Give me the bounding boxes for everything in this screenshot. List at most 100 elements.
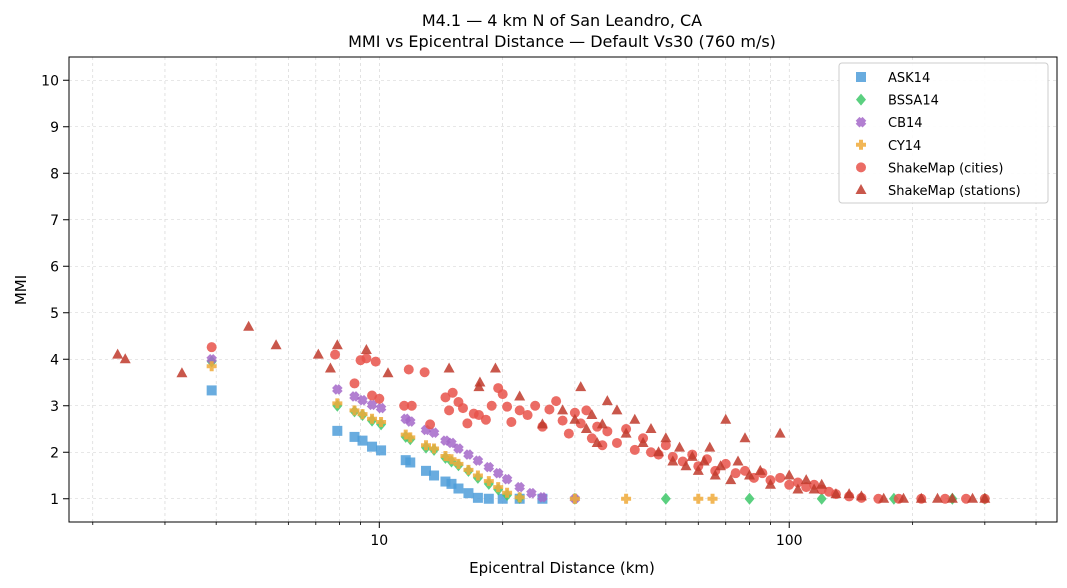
y-axis-label: MMI <box>12 275 30 305</box>
data-point <box>472 455 484 466</box>
data-point <box>660 492 671 505</box>
data-point <box>979 492 991 503</box>
data-point <box>744 469 756 480</box>
data-point <box>349 431 360 442</box>
data-point <box>557 404 569 415</box>
data-point <box>855 490 867 501</box>
data-point <box>536 418 548 429</box>
data-point <box>693 493 704 504</box>
data-point <box>730 468 741 479</box>
data-point <box>621 493 632 504</box>
data-point <box>946 492 958 503</box>
data-point <box>501 473 513 485</box>
data-point <box>483 461 495 473</box>
y-tick-label: 6 <box>50 259 59 275</box>
data-point <box>680 460 692 471</box>
data-point <box>332 384 343 395</box>
data-point <box>332 425 343 436</box>
data-point <box>816 492 827 505</box>
data-point <box>429 443 440 454</box>
data-point <box>447 387 458 398</box>
data-point <box>569 407 580 418</box>
data-point <box>808 483 820 494</box>
legend-frame <box>838 62 1049 204</box>
legend-label: CY14 <box>888 139 921 154</box>
legend-marker <box>856 139 866 150</box>
data-point <box>357 394 368 406</box>
data-point <box>967 492 979 503</box>
data-point <box>667 455 679 466</box>
data-point <box>375 402 387 414</box>
legend-marker <box>855 116 867 128</box>
data-point <box>206 342 217 353</box>
data-point <box>463 449 474 460</box>
data-point <box>324 362 336 373</box>
data-point <box>206 385 217 396</box>
legend-marker <box>856 162 866 173</box>
data-point <box>489 362 501 373</box>
data-point <box>739 432 751 443</box>
data-point <box>764 478 776 489</box>
data-point <box>744 492 755 505</box>
data-point <box>601 395 613 406</box>
data-point <box>637 436 649 447</box>
data-point <box>176 367 188 378</box>
data-point <box>367 441 378 452</box>
data-point <box>784 479 795 490</box>
data-point <box>522 410 533 421</box>
data-point <box>405 457 416 468</box>
data-point <box>720 413 732 424</box>
data-point <box>382 367 394 378</box>
data-point <box>514 492 525 503</box>
data-point <box>897 492 909 503</box>
legend-marker <box>855 184 867 194</box>
data-point <box>629 413 641 424</box>
x-tick-label: 10 <box>370 533 388 549</box>
data-marks <box>112 320 991 505</box>
data-point <box>486 400 497 411</box>
data-point <box>830 488 842 499</box>
legend: ASK14 BSSA14 CB14 CY14 ShakeMap (cities) Shak… <box>838 62 1049 204</box>
y-tick-label: 1 <box>50 492 59 508</box>
data-point <box>483 476 494 487</box>
data-point <box>514 405 525 416</box>
data-point <box>349 391 360 402</box>
data-point <box>312 348 324 359</box>
chart-subtitle: MMI vs Epicentral Distance — Default Vs3… <box>348 32 776 51</box>
data-point <box>707 493 718 504</box>
data-point <box>575 381 587 392</box>
data-point <box>366 399 378 411</box>
data-point <box>754 464 766 475</box>
data-point <box>440 476 451 487</box>
data-point <box>629 444 640 455</box>
data-point <box>783 469 795 480</box>
data-point <box>421 465 432 476</box>
y-tick-label: 10 <box>41 73 59 89</box>
data-point <box>774 427 786 438</box>
data-point <box>112 348 124 359</box>
legend-label: BSSA14 <box>888 94 939 109</box>
data-point <box>502 487 513 498</box>
data-point <box>526 487 537 499</box>
data-point <box>551 396 562 407</box>
data-point <box>800 474 812 485</box>
data-point <box>801 482 812 493</box>
data-point <box>444 405 455 416</box>
legend-label: ASK14 <box>888 71 930 86</box>
data-point <box>692 464 704 475</box>
data-point <box>645 447 656 458</box>
series-5 <box>112 320 991 503</box>
data-point <box>792 477 803 488</box>
data-point <box>357 409 368 420</box>
data-point <box>530 400 541 411</box>
y-tick-label: 2 <box>50 445 59 461</box>
chart-title: M4.1 — 4 km N of San Leandro, CA <box>422 11 702 30</box>
data-point <box>374 393 385 404</box>
data-point <box>581 405 592 416</box>
data-point <box>332 398 343 409</box>
data-point <box>419 367 430 378</box>
data-point <box>775 472 786 483</box>
data-point <box>709 469 721 480</box>
data-point <box>370 356 381 367</box>
data-point <box>611 437 622 448</box>
